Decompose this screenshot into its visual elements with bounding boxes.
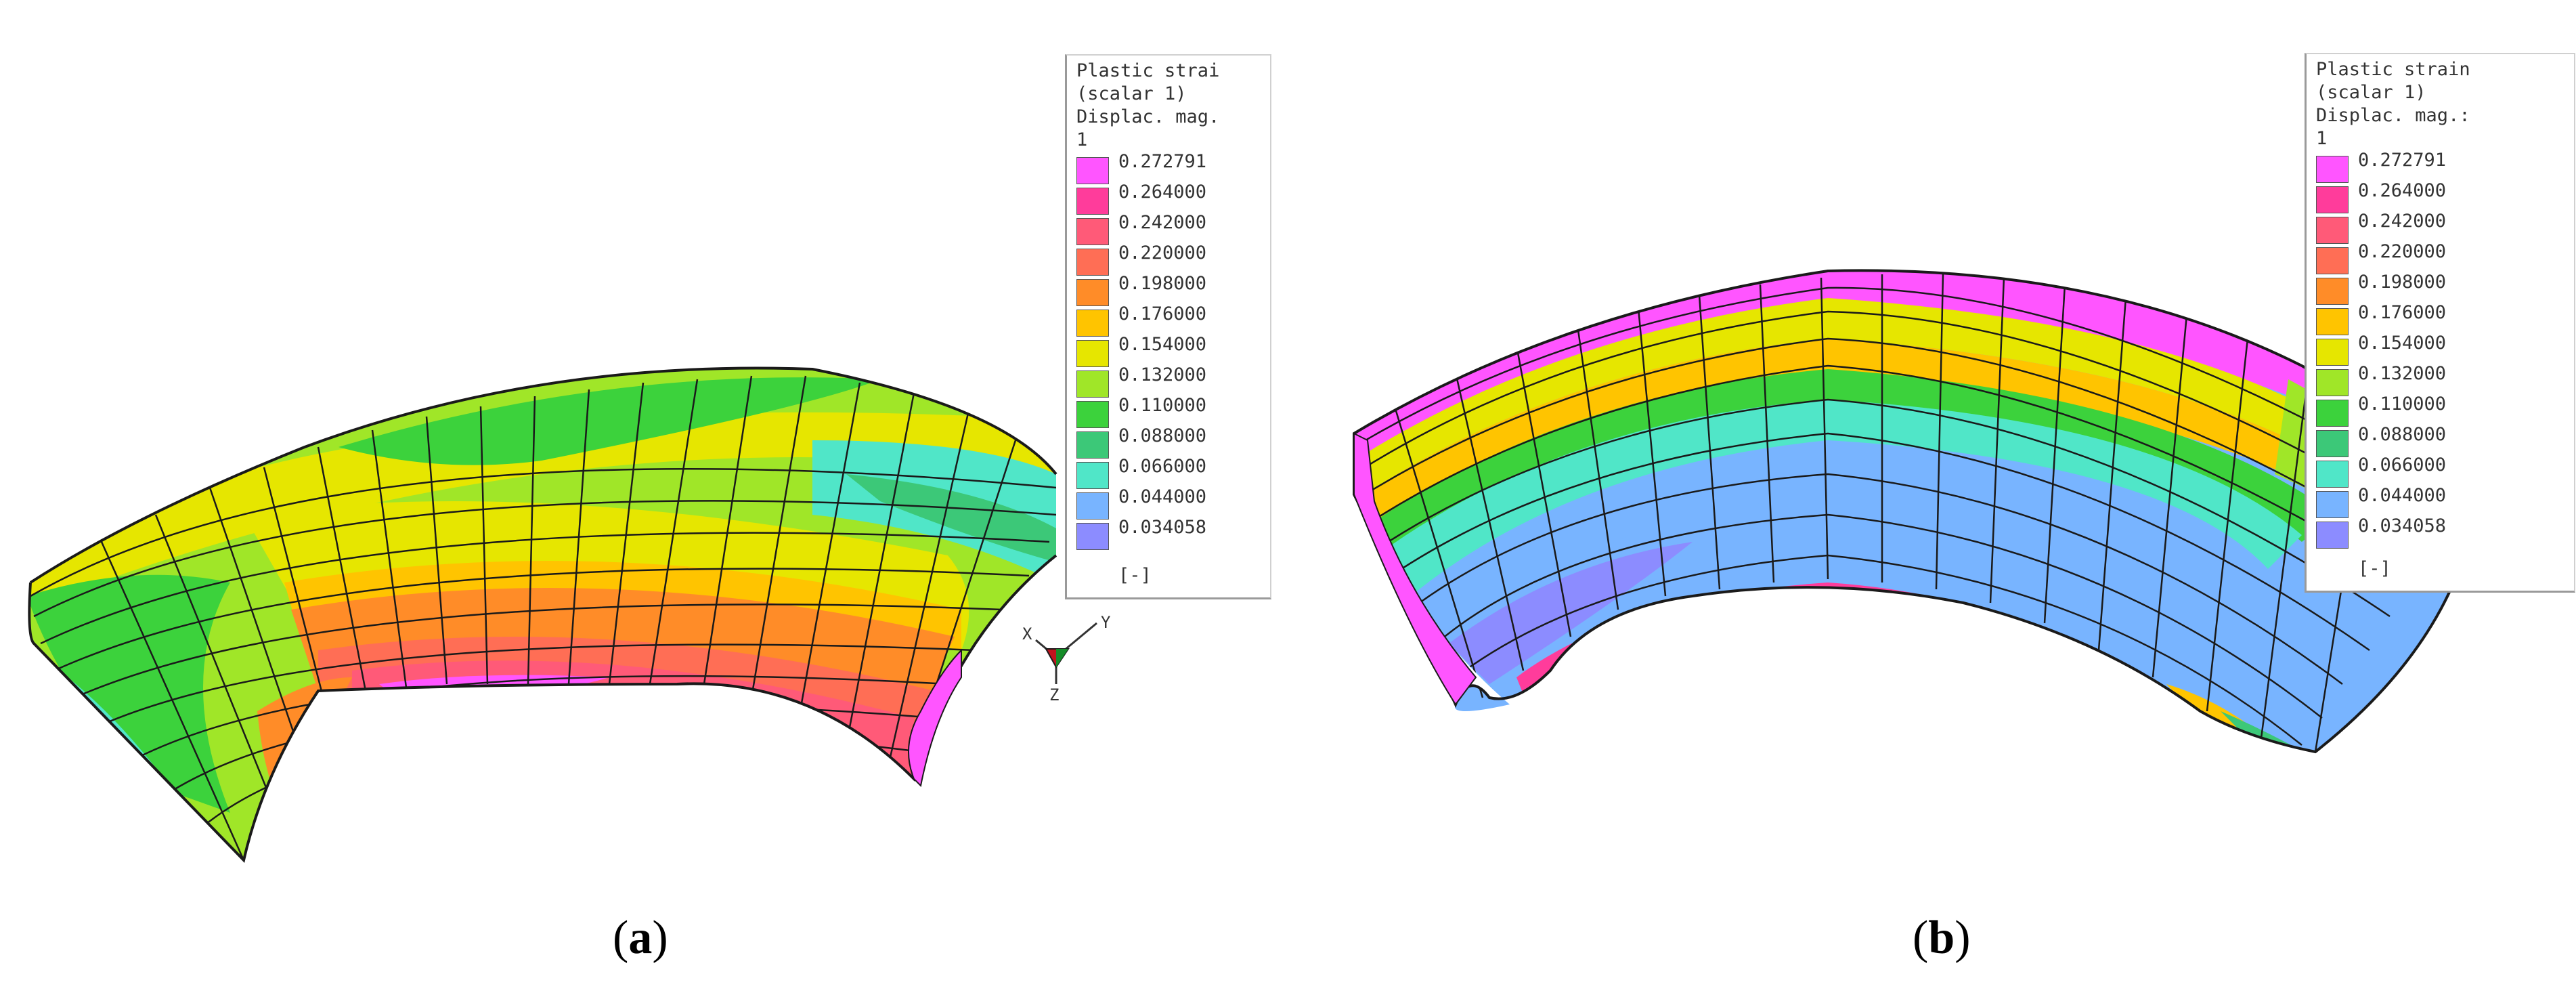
legend-unit: [-] [1118, 565, 1152, 586]
legend-swatch [2316, 491, 2349, 518]
legend-swatch [1076, 249, 1109, 276]
legend-value-label: 0.088000 [1118, 425, 1207, 446]
legend-swatch [1076, 492, 1109, 520]
legend-value-label: 0.220000 [1118, 242, 1207, 263]
legend-value-label: 0.242000 [1118, 212, 1207, 233]
legend-swatch [1076, 279, 1109, 306]
triad-z-label: Z [1049, 685, 1060, 704]
legend-title-line: 1 [2316, 128, 2328, 149]
legend-swatch [2316, 186, 2349, 213]
panel-a-cut-face [908, 648, 962, 788]
legend-value-label: 0.272791 [1118, 151, 1207, 172]
legend-swatch [1076, 523, 1109, 550]
caption-b: (b) [1913, 912, 1971, 964]
legend-value-label: 0.132000 [2358, 363, 2447, 384]
legend-value-label: 0.044000 [1118, 486, 1207, 507]
legend-title-line: Displac. mag. [1076, 106, 1220, 127]
legend-value-label: 0.044000 [2358, 485, 2447, 506]
triad-x-label: X [1022, 624, 1032, 643]
legend-value-label: 0.264000 [2358, 180, 2447, 201]
triad-y-label: Y [1101, 613, 1111, 632]
legend-title-line: 1 [1076, 129, 1088, 150]
legend-value-label: 0.198000 [1118, 273, 1207, 294]
panel-b-side-face [1353, 432, 1477, 706]
legend-swatch [1076, 157, 1109, 184]
legend-value-label: 0.154000 [2358, 333, 2447, 354]
legend-unit: [-] [2358, 558, 2391, 579]
panel-a-bands [29, 368, 1056, 860]
legend-swatch [1076, 371, 1109, 398]
legend-swatch [2316, 156, 2349, 183]
legend-title-line: Plastic strain [2316, 59, 2470, 80]
legend-value-label: 0.034058 [2358, 515, 2447, 536]
legend-title-line: Plastic strai [1076, 60, 1220, 81]
legend-title-line: (scalar 1) [1076, 83, 1187, 104]
legend-swatch [2316, 400, 2349, 427]
legend-swatch [1076, 310, 1109, 337]
legend-value-label: 0.154000 [1118, 334, 1207, 355]
caption-a: (a) [613, 912, 668, 964]
legend-value-label: 0.198000 [2358, 272, 2447, 293]
legend-swatch [2316, 430, 2349, 457]
legend-title-line: Displac. mag.: [2316, 105, 2470, 126]
legend-swatch [2316, 308, 2349, 335]
legend-swatch [1076, 218, 1109, 245]
legend-value-label: 0.066000 [2358, 454, 2447, 475]
coordinate-triad [1035, 622, 1097, 684]
legend-swatch [2316, 278, 2349, 305]
caption-b-letter: b [1928, 912, 1955, 964]
legend-swatch [1076, 401, 1109, 428]
legend-swatch [2316, 461, 2349, 488]
legend-value-label: 0.110000 [1118, 395, 1207, 416]
legend-swatch [2316, 369, 2349, 396]
legend-swatch [2316, 217, 2349, 244]
legend-value-label: 0.220000 [2358, 241, 2447, 262]
legend-value-label: 0.272791 [2358, 150, 2447, 171]
legend-value-label: 0.132000 [1118, 364, 1207, 385]
legend-value-label: 0.176000 [2358, 302, 2447, 323]
legend-swatch [2316, 339, 2349, 366]
legend-value-label: 0.176000 [1118, 303, 1207, 324]
legend-swatch [2316, 522, 2349, 549]
panel-b-outline [1353, 269, 2455, 754]
legend-value-label: 0.066000 [1118, 456, 1207, 477]
legend-value-label: 0.110000 [2358, 394, 2447, 415]
legend-title-line: (scalar 1) [2316, 82, 2426, 103]
panel-a-outer-edge [29, 366, 1057, 584]
legend-swatch [2316, 247, 2349, 274]
legend-swatch [1076, 462, 1109, 489]
legend-panel-b: Plastic strain (scalar 1) Displac. mag.:… [2305, 53, 2575, 593]
legend-value-label: 0.034058 [1118, 517, 1207, 538]
legend-value-label: 0.264000 [1118, 182, 1207, 203]
legend-swatch [1076, 431, 1109, 459]
caption-a-letter: a [628, 912, 653, 964]
legend-value-label: 0.088000 [2358, 424, 2447, 445]
legend-swatch [1076, 188, 1109, 215]
legend-swatch [1076, 340, 1109, 367]
legend-value-label: 0.242000 [2358, 211, 2447, 232]
legend-panel-a: Plastic strai (scalar 1) Displac. mag. 1… [1065, 54, 1271, 599]
